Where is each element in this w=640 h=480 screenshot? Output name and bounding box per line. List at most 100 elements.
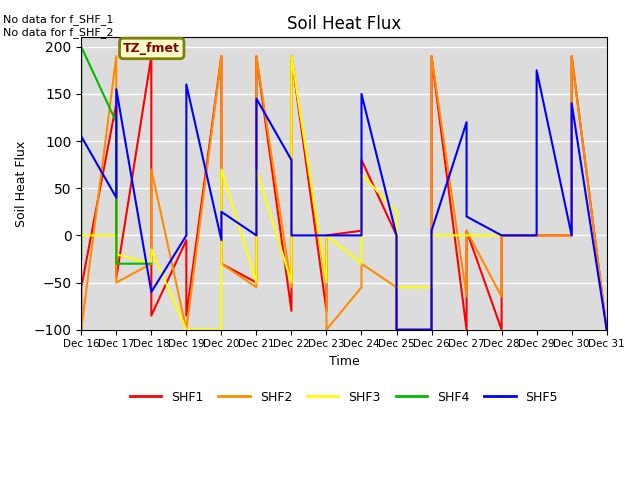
SHF5	[147, 289, 155, 295]
SHF5	[428, 327, 435, 333]
SHF2	[498, 232, 506, 238]
SHF4	[113, 120, 120, 125]
SHF3	[358, 171, 365, 177]
SHF5	[463, 120, 470, 125]
SHF5	[603, 327, 611, 333]
SHF1	[463, 228, 470, 234]
SHF1	[182, 312, 190, 318]
SHF2	[428, 53, 435, 59]
SHF2	[253, 53, 260, 59]
SHF5	[287, 232, 295, 238]
SHF3	[253, 167, 260, 172]
SHF4	[113, 261, 120, 266]
SHF5	[182, 82, 190, 87]
Line: SHF5: SHF5	[81, 71, 607, 330]
SHF5	[77, 138, 85, 144]
SHF5	[323, 232, 330, 238]
SHF1	[358, 228, 365, 234]
SHF1	[532, 232, 540, 238]
SHF3	[393, 209, 401, 215]
SHF1	[113, 100, 120, 106]
SHF1	[113, 275, 120, 281]
SHF3	[182, 327, 190, 333]
SHF2	[147, 261, 155, 266]
SHF5	[113, 86, 120, 92]
Text: TZ_fmet: TZ_fmet	[124, 42, 180, 55]
SHF5	[182, 232, 190, 238]
SHF2	[253, 284, 260, 290]
SHF5	[253, 96, 260, 101]
SHF1	[498, 327, 506, 333]
SHF2	[603, 327, 611, 333]
SHF2	[358, 261, 365, 266]
SHF5	[253, 232, 260, 238]
SHF2	[113, 280, 120, 286]
SHF2	[428, 327, 435, 333]
Legend: SHF1, SHF2, SHF3, SHF4, SHF5: SHF1, SHF2, SHF3, SHF4, SHF5	[125, 385, 563, 408]
SHF5	[393, 327, 401, 333]
SHF2	[393, 327, 401, 333]
SHF2	[218, 53, 225, 59]
SHF1	[428, 53, 435, 59]
SHF1	[253, 280, 260, 286]
SHF2	[568, 232, 575, 238]
SHF5	[287, 157, 295, 163]
SHF3	[287, 53, 295, 59]
SHF1	[218, 53, 225, 59]
SHF1	[568, 53, 575, 59]
SHF3	[182, 327, 190, 333]
SHF2	[218, 261, 225, 266]
SHF2	[77, 327, 85, 333]
SHF2	[323, 327, 330, 333]
SHF2	[358, 284, 365, 290]
SHF1	[498, 232, 506, 238]
SHF5	[323, 232, 330, 238]
SHF3	[323, 280, 330, 286]
X-axis label: Time: Time	[328, 355, 359, 368]
SHF5	[568, 100, 575, 106]
SHF2	[568, 53, 575, 59]
SHF2	[287, 53, 295, 59]
SHF1	[287, 53, 295, 59]
SHF4	[77, 256, 85, 262]
SHF3	[463, 232, 470, 238]
SHF3	[393, 284, 401, 290]
SHF1	[77, 327, 85, 333]
SHF1	[287, 308, 295, 314]
SHF3	[323, 232, 330, 238]
SHF4	[77, 44, 85, 49]
SHF3	[113, 232, 120, 238]
Line: SHF3: SHF3	[81, 56, 502, 330]
SHF5	[428, 228, 435, 234]
SHF3	[77, 232, 85, 238]
SHF5	[568, 232, 575, 238]
SHF5	[498, 232, 506, 238]
Title: Soil Heat Flux: Soil Heat Flux	[287, 15, 401, 33]
SHF5	[393, 232, 401, 238]
SHF1	[428, 327, 435, 333]
SHF1	[147, 312, 155, 318]
SHF3	[358, 261, 365, 266]
SHF2	[393, 284, 401, 290]
SHF5	[532, 68, 540, 73]
SHF2	[498, 294, 506, 300]
Y-axis label: Soil Heat Flux: Soil Heat Flux	[15, 141, 28, 227]
SHF3	[428, 232, 435, 238]
SHF3	[463, 232, 470, 238]
SHF2	[113, 53, 120, 59]
SHF2	[323, 284, 330, 290]
SHF3	[218, 167, 225, 172]
SHF3	[113, 252, 120, 257]
SHF3	[287, 280, 295, 286]
SHF2	[77, 327, 85, 333]
SHF1	[253, 53, 260, 59]
SHF5	[218, 209, 225, 215]
SHF1	[568, 232, 575, 238]
SHF1	[182, 237, 190, 243]
SHF5	[218, 237, 225, 243]
SHF1	[463, 327, 470, 333]
SHF1	[147, 53, 155, 59]
SHF1	[358, 157, 365, 163]
Line: SHF4: SHF4	[81, 47, 151, 264]
SHF5	[463, 214, 470, 219]
